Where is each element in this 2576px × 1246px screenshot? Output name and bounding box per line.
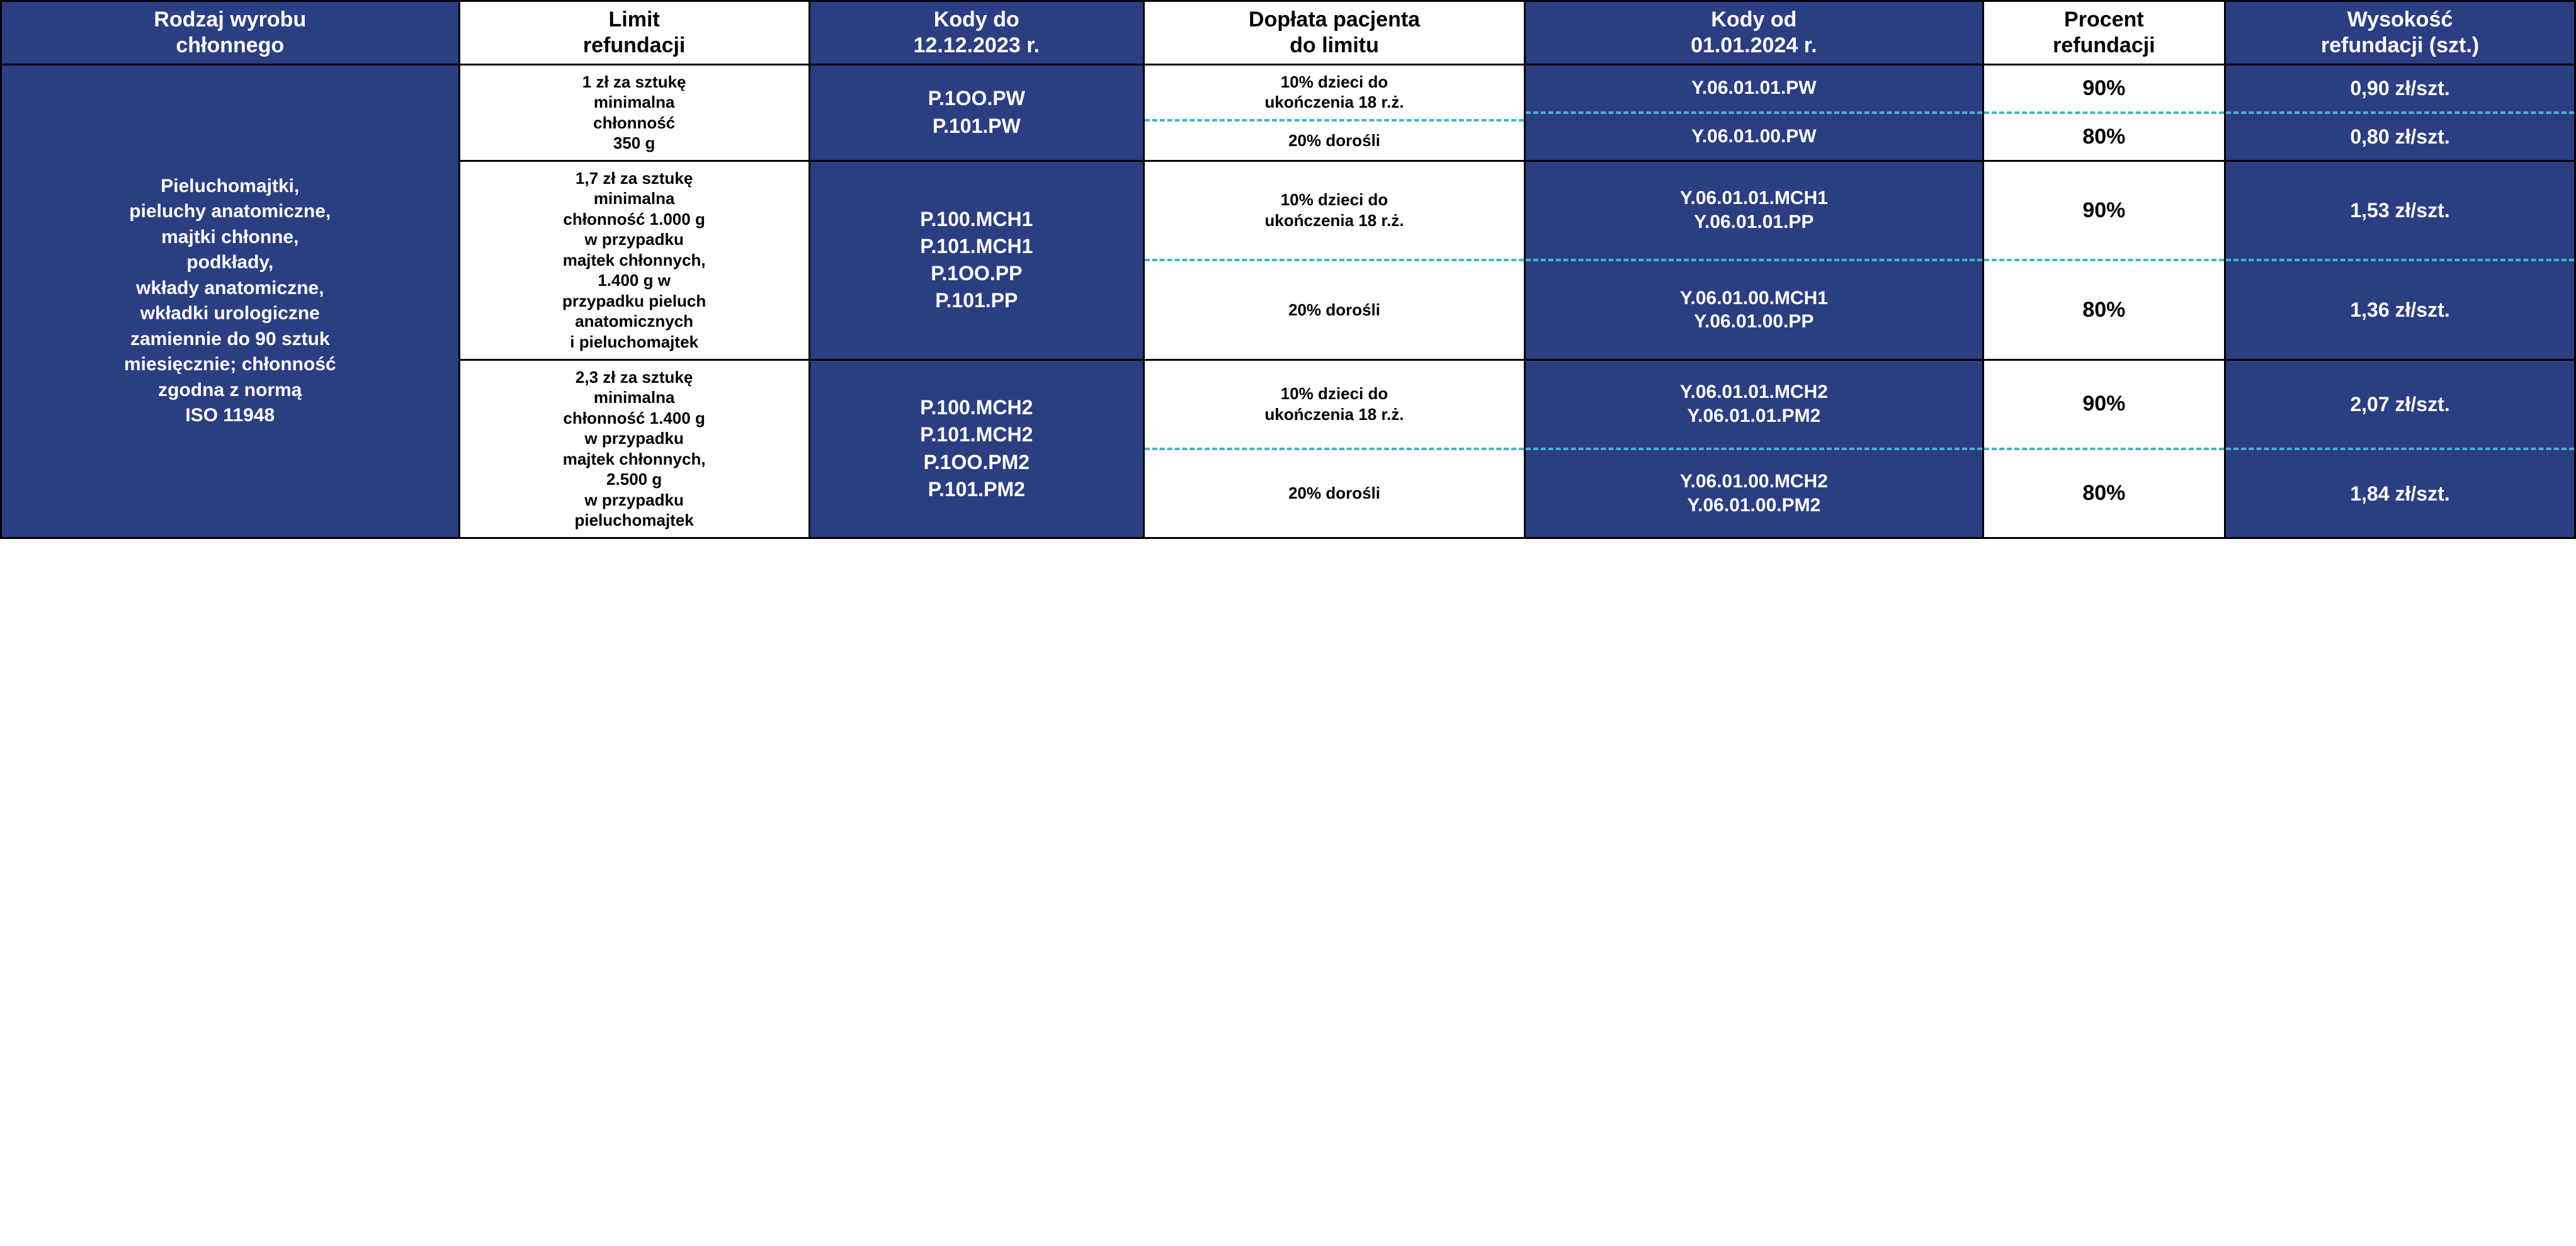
codes-new-adult: Y.06.01.00.MCH2Y.06.01.00.PM2 — [1526, 450, 1982, 537]
amount-adult: 1,84 zł/szt. — [2226, 450, 2574, 537]
doplata-cell: 10% dzieci doukończenia 18 r.ż. 20% doro… — [1144, 360, 1525, 538]
doplata-cell: 10% dzieci doukończenia 18 r.ż. 20% doro… — [1144, 64, 1525, 161]
amount-child: 2,07 zł/szt. — [2226, 361, 2574, 448]
table-head: Rodzaj wyrobuchłonnego Limitrefundacji K… — [1, 1, 2575, 65]
refund-table: Rodzaj wyrobuchłonnego Limitrefundacji K… — [0, 0, 2576, 539]
codes-old-cell: P.100.MCH2P.101.MCH2P.1OO.PM2P.101.PM2 — [809, 360, 1143, 538]
doplata-adult: 20% dorośli — [1145, 450, 1524, 537]
table-row: Pieluchomajtki,pieluchy anatomiczne,majt… — [1, 64, 2575, 161]
codes-new-cell: Y.06.01.01.MCH2Y.06.01.01.PM2 Y.06.01.00… — [1525, 360, 1983, 538]
percent-adult: 80% — [1984, 450, 2224, 537]
codes-new-cell: Y.06.01.01.PW Y.06.01.00.PW — [1525, 64, 1983, 161]
col-header-limit: Limitrefundacji — [459, 1, 809, 65]
table-wrapper: Rodzaj wyrobuchłonnego Limitrefundacji K… — [0, 0, 2576, 539]
percent-cell: 90% 80% — [1983, 360, 2225, 538]
codes-new-child: Y.06.01.01.MCH2Y.06.01.01.PM2 — [1526, 361, 1982, 448]
amount-adult: 0,80 zł/szt. — [2226, 114, 2574, 160]
amount-cell: 2,07 zł/szt. 1,84 zł/szt. — [2225, 360, 2575, 538]
doplata-child: 10% dzieci doukończenia 18 r.ż. — [1145, 361, 1524, 448]
limit-cell: 1 zł za sztukęminimalnachłonność350 g — [459, 64, 809, 161]
col-header-wysokosc: Wysokośćrefundacji (szt.) — [2225, 1, 2575, 65]
amount-child: 1,53 zł/szt. — [2226, 162, 2574, 259]
percent-cell: 90% 80% — [1983, 161, 2225, 360]
codes-new-adult: Y.06.01.00.MCH1Y.06.01.00.PP — [1526, 261, 1982, 359]
percent-adult: 80% — [1984, 261, 2224, 359]
col-header-procent: Procentrefundacji — [1983, 1, 2225, 65]
doplata-adult: 20% dorośli — [1145, 122, 1524, 160]
doplata-child: 10% dzieci doukończenia 18 r.ż. — [1145, 162, 1524, 259]
codes-new-adult: Y.06.01.00.PW — [1526, 114, 1982, 160]
amount-cell: 1,53 zł/szt. 1,36 zł/szt. — [2225, 161, 2575, 360]
percent-child: 90% — [1984, 162, 2224, 259]
limit-cell: 1,7 zł za sztukęminimalnachłonność 1.000… — [459, 161, 809, 360]
doplata-adult: 20% dorośli — [1145, 261, 1524, 359]
limit-cell: 2,3 zł za sztukęminimalnachłonność 1.400… — [459, 360, 809, 538]
percent-child: 90% — [1984, 65, 2224, 111]
doplata-cell: 10% dzieci doukończenia 18 r.ż. 20% doro… — [1144, 161, 1525, 360]
percent-cell: 90% 80% — [1983, 64, 2225, 161]
col-header-kody-do: Kody do12.12.2023 r. — [809, 1, 1143, 65]
codes-new-child: Y.06.01.01.PW — [1526, 65, 1982, 111]
amount-child: 0,90 zł/szt. — [2226, 65, 2574, 111]
doplata-child: 10% dzieci doukończenia 18 r.ż. — [1145, 65, 1524, 119]
category-cell: Pieluchomajtki,pieluchy anatomiczne,majt… — [1, 64, 460, 538]
table-body: Pieluchomajtki,pieluchy anatomiczne,majt… — [1, 64, 2575, 538]
header-row: Rodzaj wyrobuchłonnego Limitrefundacji K… — [1, 1, 2575, 65]
percent-child: 90% — [1984, 361, 2224, 448]
amount-cell: 0,90 zł/szt. 0,80 zł/szt. — [2225, 64, 2575, 161]
percent-adult: 80% — [1984, 114, 2224, 160]
col-header-rodzaj: Rodzaj wyrobuchłonnego — [1, 1, 460, 65]
codes-old-cell: P.100.MCH1P.101.MCH1P.1OO.PPP.101.PP — [809, 161, 1143, 360]
codes-new-cell: Y.06.01.01.MCH1Y.06.01.01.PP Y.06.01.00.… — [1525, 161, 1983, 360]
codes-old-cell: P.1OO.PWP.101.PW — [809, 64, 1143, 161]
col-header-doplata: Dopłata pacjentado limitu — [1144, 1, 1525, 65]
amount-adult: 1,36 zł/szt. — [2226, 261, 2574, 359]
col-header-kody-od: Kody od01.01.2024 r. — [1525, 1, 1983, 65]
codes-new-child: Y.06.01.01.MCH1Y.06.01.01.PP — [1526, 162, 1982, 259]
